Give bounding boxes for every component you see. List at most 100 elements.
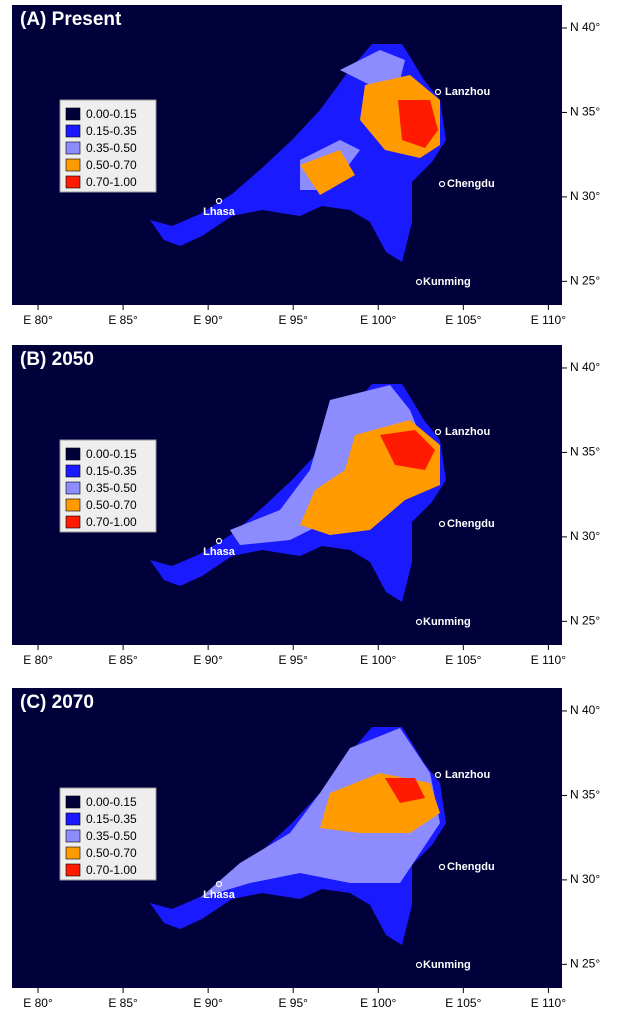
x-tick-label: E 80° — [23, 996, 53, 1010]
city-label: Chengdu — [447, 178, 495, 190]
legend-label: 0.35-0.50 — [86, 481, 137, 495]
legend-swatch — [65, 175, 81, 189]
x-tick-label: E 110° — [531, 996, 566, 1010]
legend-swatch — [65, 515, 81, 529]
city-marker — [215, 197, 223, 205]
map-region — [385, 778, 425, 803]
panel-title: (B) 2050 — [20, 349, 94, 370]
legend-swatch — [65, 498, 81, 512]
city-label: Lhasa — [203, 889, 236, 901]
city-label: Kunming — [423, 276, 471, 288]
legend-label: 0.70-1.00 — [86, 863, 137, 877]
y-tick-label: N 25° — [570, 614, 600, 628]
legend-label: 0.00-0.15 — [86, 447, 137, 461]
legend-swatch — [65, 124, 81, 138]
panel-title: (C) 2070 — [20, 692, 94, 713]
city-marker — [415, 618, 423, 626]
y-tick-label: N 30° — [570, 529, 600, 543]
y-tick-label: N 35° — [570, 788, 600, 802]
city-marker — [215, 880, 223, 888]
x-tick-label: E 100° — [360, 996, 396, 1010]
x-tick-label: E 110° — [531, 313, 566, 327]
legend-label: 0.70-1.00 — [86, 175, 137, 189]
legend-label: 0.35-0.50 — [86, 829, 137, 843]
y-tick-label: N 25° — [570, 274, 600, 288]
panel-title: (A) Present — [20, 9, 122, 30]
legend-swatch — [65, 447, 81, 461]
legend-swatch — [65, 481, 81, 495]
legend-label: 0.50-0.70 — [86, 498, 137, 512]
y-tick-label: N 35° — [570, 105, 600, 119]
legend-swatch — [65, 107, 81, 121]
panel: (B) 2050 0.00-0.15 0.15-0.35 0.35-0.50 0.50-… — [12, 345, 600, 667]
city-label: Lhasa — [203, 206, 236, 218]
x-tick-label: E 100° — [360, 313, 396, 327]
city-marker — [434, 771, 442, 779]
y-tick-label: N 40° — [570, 20, 600, 34]
city-marker — [434, 428, 442, 436]
legend-swatch — [65, 829, 81, 843]
city-marker — [215, 537, 223, 545]
city-marker — [438, 180, 446, 188]
legend-swatch — [65, 141, 81, 155]
city-label: Kunming — [423, 616, 471, 628]
legend-swatch — [65, 812, 81, 826]
y-tick-label: N 40° — [570, 360, 600, 374]
x-tick-label: E 95° — [278, 313, 308, 327]
legend-label: 0.15-0.35 — [86, 464, 137, 478]
city-marker — [415, 278, 423, 286]
city-marker — [438, 520, 446, 528]
legend-label: 0.35-0.50 — [86, 141, 137, 155]
x-tick-label: E 105° — [445, 653, 481, 667]
map-region — [300, 50, 405, 190]
x-tick-label: E 105° — [445, 996, 481, 1010]
legend-label: 0.70-1.00 — [86, 515, 137, 529]
x-tick-label: E 85° — [108, 653, 138, 667]
x-tick-label: E 80° — [23, 653, 53, 667]
legend-swatch — [65, 795, 81, 809]
city-marker — [434, 88, 442, 96]
legend-label: 0.15-0.35 — [86, 124, 137, 138]
y-tick-label: N 40° — [570, 703, 600, 717]
y-tick-label: N 35° — [570, 445, 600, 459]
x-tick-label: E 90° — [193, 653, 223, 667]
x-tick-label: E 90° — [193, 313, 223, 327]
y-tick-label: N 30° — [570, 872, 600, 886]
city-label: Kunming — [423, 959, 471, 971]
x-tick-label: E 90° — [193, 996, 223, 1010]
legend-swatch — [65, 863, 81, 877]
city-marker — [415, 961, 423, 969]
x-tick-label: E 95° — [278, 653, 308, 667]
city-label: Chengdu — [447, 518, 495, 530]
legend-swatch — [65, 158, 81, 172]
panel: (A) Present 0.00-0.15 0.15-0.35 0.35-0.50 0.… — [12, 5, 600, 327]
x-tick-label: E 100° — [360, 653, 396, 667]
panel: (C) 2070 0.00-0.15 0.15-0.35 0.35-0.50 0.50-… — [12, 688, 600, 1010]
city-label: Chengdu — [447, 861, 495, 873]
legend-label: 0.50-0.70 — [86, 846, 137, 860]
city-label: Lanzhou — [445, 426, 490, 438]
legend-swatch — [65, 846, 81, 860]
map-region — [380, 430, 435, 470]
map-region — [200, 728, 440, 898]
legend-label: 0.00-0.15 — [86, 107, 137, 121]
legend-label: 0.15-0.35 — [86, 812, 137, 826]
legend-label: 0.50-0.70 — [86, 158, 137, 172]
x-tick-label: E 85° — [108, 996, 138, 1010]
x-tick-label: E 105° — [445, 313, 481, 327]
city-label: Lanzhou — [445, 769, 490, 781]
y-tick-label: N 30° — [570, 189, 600, 203]
legend-swatch — [65, 464, 81, 478]
x-tick-label: E 95° — [278, 996, 308, 1010]
city-marker — [438, 863, 446, 871]
y-tick-label: N 25° — [570, 957, 600, 971]
city-label: Lhasa — [203, 546, 236, 558]
legend-label: 0.00-0.15 — [86, 795, 137, 809]
city-label: Lanzhou — [445, 86, 490, 98]
map-region — [398, 100, 438, 148]
x-tick-label: E 110° — [531, 653, 566, 667]
x-tick-label: E 85° — [108, 313, 138, 327]
x-tick-label: E 80° — [23, 313, 53, 327]
